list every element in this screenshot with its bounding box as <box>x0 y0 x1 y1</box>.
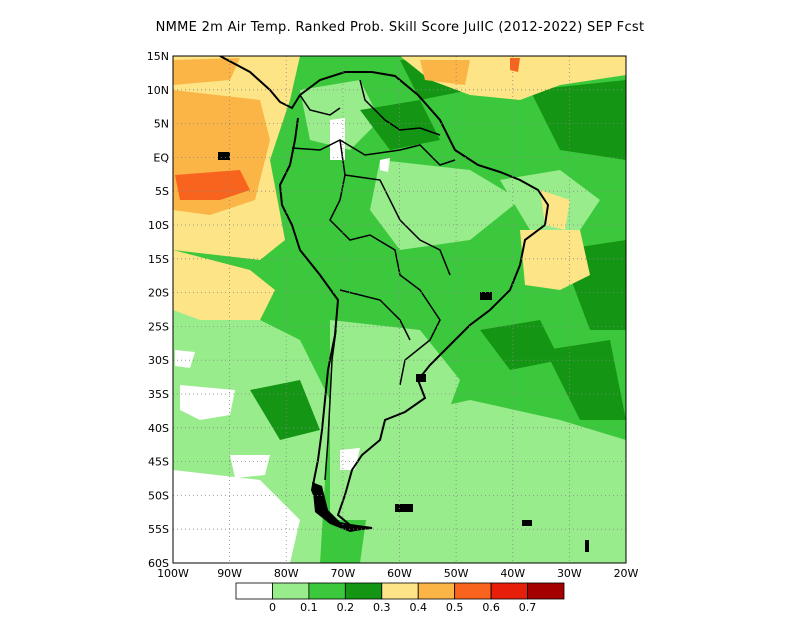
gridlines <box>173 56 626 563</box>
lat-tick-label: 5S <box>155 185 169 198</box>
coastline <box>219 56 550 532</box>
lon-tick-label: 80W <box>274 567 299 580</box>
skill-field <box>173 56 626 563</box>
lat-tick-label: 15S <box>148 253 169 266</box>
legend-label: 0.3 <box>373 601 391 614</box>
lat-tick-label: 30S <box>148 354 169 367</box>
islands <box>218 152 589 552</box>
legend-label: 0.5 <box>446 601 464 614</box>
lat-tick-label: 20S <box>148 287 169 300</box>
lat-tick-label: 35S <box>148 388 169 401</box>
legend-label: 0.2 <box>337 601 355 614</box>
lon-tick-label: 70W <box>330 567 355 580</box>
lat-tick-label: 60S <box>148 557 169 570</box>
longitude-labels: 100W 90W 80W 70W 60W 50W 40W 30W 20W <box>157 567 638 580</box>
lon-tick-label: 100W <box>157 567 189 580</box>
legend-label: 0.7 <box>519 601 537 614</box>
map-frame <box>172 55 627 564</box>
lat-tick-label: 5N <box>154 118 169 131</box>
legend-swatch <box>490 582 528 600</box>
lon-tick-label: 30W <box>557 567 582 580</box>
lon-tick-label: 40W <box>500 567 525 580</box>
legend-swatch <box>272 582 310 600</box>
legend-swatch <box>454 582 492 600</box>
lat-tick-label: EQ <box>153 151 169 164</box>
lat-tick-label: 55S <box>148 523 169 536</box>
legend-swatch <box>527 582 565 600</box>
color-legend: 0 0.1 0.2 0.3 0.4 0.5 0.6 0.7 <box>235 582 565 614</box>
legend-label: 0 <box>269 601 276 614</box>
legend-swatch <box>308 582 346 600</box>
legend-label: 0.1 <box>300 601 318 614</box>
lat-tick-label: 25S <box>148 320 169 333</box>
legend-label: 0.4 <box>409 601 427 614</box>
map-title: NMME 2m Air Temp. Ranked Prob. Skill Sco… <box>155 20 645 35</box>
lon-tick-label: 50W <box>444 567 469 580</box>
lat-tick-label: 50S <box>148 489 169 502</box>
legend-swatch <box>417 582 456 600</box>
lat-tick-label: 10N <box>147 84 169 97</box>
latitude-labels: 15N 10N 5N EQ 5S 10S 15S 20S 25S 30S 35S 40S 45S 50S 5… <box>147 50 170 570</box>
legend-swatch <box>235 582 273 600</box>
lat-tick-label: 40S <box>148 422 169 435</box>
lon-tick-label: 90W <box>217 567 242 580</box>
lat-tick-label: 45S <box>148 456 169 469</box>
legend-swatch <box>381 582 419 600</box>
legend-swatch <box>344 582 383 600</box>
legend-label: 0.6 <box>482 601 500 614</box>
lat-tick-label: 10S <box>148 219 169 232</box>
lon-tick-label: 20W <box>614 567 639 580</box>
lon-tick-label: 60W <box>387 567 412 580</box>
lat-tick-label: 15N <box>147 50 169 63</box>
